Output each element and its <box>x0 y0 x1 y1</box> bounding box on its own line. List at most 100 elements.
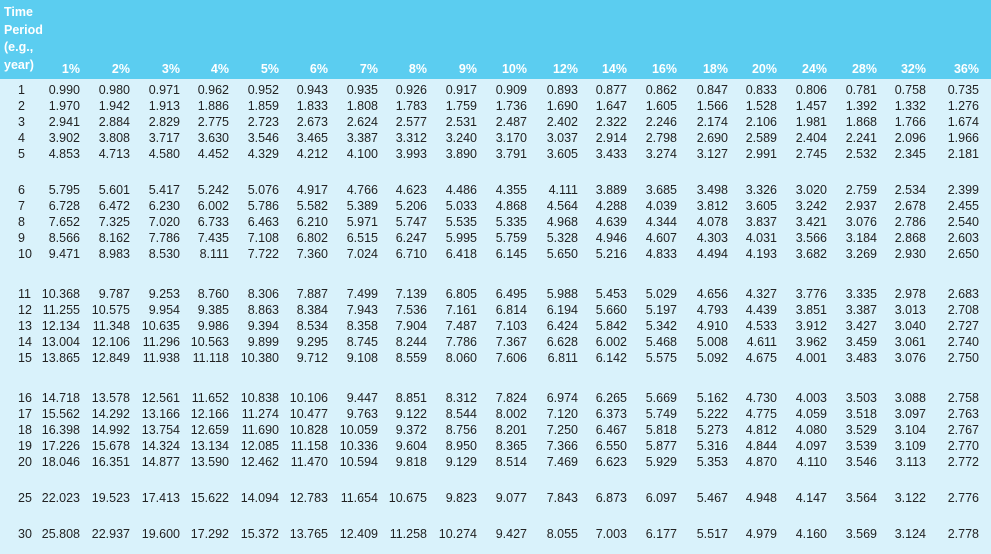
value-cell: 7.120 <box>546 407 578 421</box>
value-cell: 3.088 <box>894 391 926 405</box>
value-cell: 7.325 <box>98 215 130 229</box>
corner-label-line: Time <box>4 5 33 19</box>
value-cell: 2.727 <box>947 319 979 333</box>
value-cell: 7.139 <box>395 287 427 301</box>
value-cell: 11.652 <box>191 391 229 405</box>
value-cell: 4.080 <box>795 423 827 437</box>
value-cell: 5.795 <box>48 183 80 197</box>
value-cell: 0.971 <box>148 83 180 97</box>
value-cell: 6.802 <box>296 231 328 245</box>
value-cell: 11.348 <box>92 319 130 333</box>
value-cell: 13.004 <box>41 335 80 349</box>
period-cell: 10 <box>18 247 32 261</box>
table-row: 12 11.255 10.575 9.954 9.385 8.863 8.384 7.943 7… <box>0 303 991 319</box>
value-cell: 0.758 <box>894 83 926 97</box>
value-cell: 3.962 <box>795 335 827 349</box>
value-cell: 5.575 <box>645 351 677 365</box>
value-cell: 2.758 <box>947 391 979 405</box>
value-cell: 2.540 <box>947 215 979 229</box>
period-cell: 3 <box>18 115 25 129</box>
value-cell: 4.031 <box>745 231 777 245</box>
value-cell: 0.735 <box>947 83 979 97</box>
value-cell: 7.469 <box>546 455 578 469</box>
value-cell: 3.851 <box>795 303 827 317</box>
value-cell: 22.023 <box>41 491 80 505</box>
value-cell: 4.853 <box>48 147 80 161</box>
value-cell: 2.978 <box>894 287 926 301</box>
value-cell: 2.937 <box>845 199 877 213</box>
value-cell: 1.690 <box>546 99 578 113</box>
value-cell: 6.002 <box>197 199 229 213</box>
value-cell: 7.161 <box>445 303 477 317</box>
value-cell: 6.002 <box>595 335 627 349</box>
value-cell: 3.269 <box>845 247 877 261</box>
value-cell: 4.793 <box>696 303 728 317</box>
value-cell: 5.335 <box>495 215 527 229</box>
table-row: 16 14.718 13.578 12.561 11.652 10.838 10.106 9.… <box>0 391 991 407</box>
value-cell: 1.392 <box>845 99 877 113</box>
value-cell: 2.487 <box>495 115 527 129</box>
value-cell: 7.435 <box>197 231 229 245</box>
value-cell: 4.452 <box>197 147 229 161</box>
rate-header: 32% <box>900 62 926 76</box>
value-cell: 0.990 <box>48 83 80 97</box>
time-period-header: Time Period (e.g., year) <box>4 4 43 74</box>
value-cell: 3.605 <box>745 199 777 213</box>
value-cell: 3.503 <box>845 391 877 405</box>
value-cell: 1.766 <box>894 115 926 129</box>
period-cell: 17 <box>18 407 32 421</box>
value-cell: 4.868 <box>495 199 527 213</box>
value-cell: 8.201 <box>495 423 527 437</box>
value-cell: 7.024 <box>346 247 378 261</box>
value-cell: 3.124 <box>894 527 926 541</box>
value-cell: 3.109 <box>894 439 926 453</box>
value-cell: 8.365 <box>495 439 527 453</box>
value-cell: 4.656 <box>696 287 728 301</box>
value-cell: 4.623 <box>395 183 427 197</box>
value-cell: 7.943 <box>346 303 378 317</box>
value-cell: 1.913 <box>148 99 180 113</box>
value-cell: 13.578 <box>91 391 130 405</box>
rate-header: 14% <box>601 62 627 76</box>
value-cell: 2.914 <box>595 131 627 145</box>
rate-header: 24% <box>801 62 827 76</box>
value-cell: 4.730 <box>745 391 777 405</box>
period-cell: 1 <box>18 83 25 97</box>
value-cell: 5.389 <box>346 199 378 213</box>
rate-header: 36% <box>953 62 979 76</box>
value-cell: 9.712 <box>296 351 328 365</box>
value-cell: 0.962 <box>197 83 229 97</box>
value-cell: 5.669 <box>645 391 677 405</box>
value-cell: 5.029 <box>645 287 677 301</box>
value-cell: 6.472 <box>98 199 130 213</box>
value-cell: 5.328 <box>546 231 578 245</box>
value-cell: 6.177 <box>645 527 677 541</box>
period-cell: 14 <box>18 335 32 349</box>
value-cell: 9.763 <box>346 407 378 421</box>
value-cell: 9.129 <box>445 455 477 469</box>
value-cell: 4.775 <box>745 407 777 421</box>
value-cell: 7.652 <box>48 215 80 229</box>
value-cell: 10.635 <box>141 319 180 333</box>
value-cell: 15.372 <box>240 527 279 541</box>
value-cell: 7.887 <box>296 287 328 301</box>
value-cell: 6.733 <box>197 215 229 229</box>
value-cell: 9.787 <box>98 287 130 301</box>
value-cell: 6.194 <box>546 303 578 317</box>
value-cell: 11.470 <box>290 455 328 469</box>
period-cell: 5 <box>18 147 25 161</box>
value-cell: 5.467 <box>696 491 728 505</box>
period-cell: 9 <box>18 231 25 245</box>
period-cell: 25 <box>18 491 32 505</box>
value-cell: 3.791 <box>495 147 527 161</box>
value-cell: 6.728 <box>48 199 80 213</box>
value-cell: 2.399 <box>947 183 979 197</box>
value-cell: 12.166 <box>190 407 229 421</box>
value-cell: 7.250 <box>546 423 578 437</box>
value-cell: 3.459 <box>845 335 877 349</box>
value-cell: 9.823 <box>445 491 477 505</box>
value-cell: 9.077 <box>495 491 527 505</box>
value-cell: 2.683 <box>947 287 979 301</box>
value-cell: 11.258 <box>389 527 427 541</box>
value-cell: 2.678 <box>894 199 926 213</box>
